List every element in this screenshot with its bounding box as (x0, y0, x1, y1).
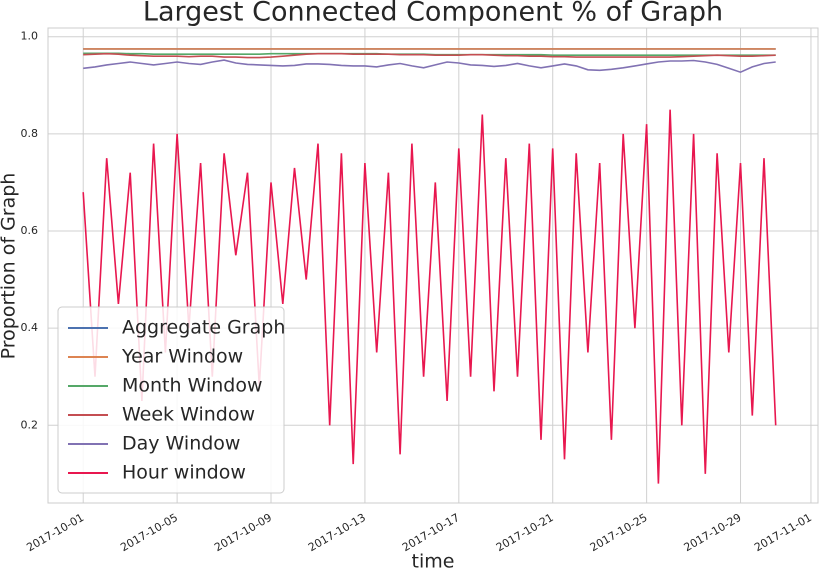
x-tick-label: 2017-10-13 (306, 511, 368, 554)
x-tick-label: 2017-11-01 (752, 511, 814, 554)
x-tick-label: 2017-10-21 (494, 511, 556, 554)
y-axis-label: Proportion of Graph (0, 173, 20, 360)
series-line (82, 109, 777, 484)
x-tick-label: 2017-10-09 (212, 511, 274, 554)
y-tick-label: 0.2 (21, 418, 39, 431)
series-line (83, 52, 776, 59)
y-tick-label: 1.0 (21, 30, 39, 43)
legend-label: Week Window (122, 404, 255, 426)
chart-title: Largest Connected Component % of Graph (143, 0, 723, 28)
legend-label: Hour window (122, 462, 246, 484)
legend-label: Month Window (122, 375, 263, 397)
series-line (83, 59, 776, 74)
x-axis-label: time (412, 551, 455, 573)
y-tick-label: 0.4 (21, 321, 39, 334)
legend-label: Day Window (122, 433, 240, 455)
y-tick-label: 0.6 (21, 224, 39, 237)
x-tick-label: 2017-10-05 (118, 511, 180, 554)
y-tick-label: 0.8 (21, 127, 39, 140)
x-tick-label: 2017-10-17 (400, 511, 462, 554)
legend-label: Year Window (121, 346, 243, 368)
x-tick-label: 2017-10-01 (24, 511, 86, 554)
plot-frame (47, 27, 819, 504)
x-tick-label: 2017-10-25 (588, 511, 650, 554)
legend-label: Aggregate Graph (122, 317, 285, 339)
legend-box (57, 306, 285, 494)
x-tick-label: 2017-10-29 (682, 511, 744, 554)
